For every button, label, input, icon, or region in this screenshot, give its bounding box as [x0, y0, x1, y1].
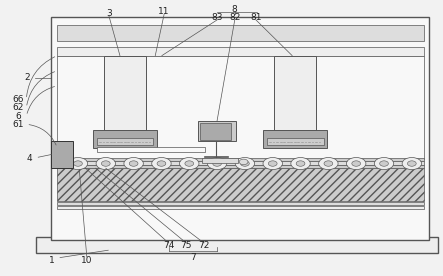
Circle shape [291, 158, 310, 169]
Bar [57, 47, 424, 56]
Text: 66: 66 [12, 95, 24, 104]
Circle shape [408, 161, 416, 166]
Circle shape [239, 159, 248, 165]
Circle shape [152, 158, 171, 169]
Text: 4: 4 [27, 154, 32, 163]
Bar [202, 158, 238, 163]
Text: 62: 62 [13, 103, 24, 112]
Circle shape [207, 158, 227, 169]
Bar [275, 56, 316, 130]
Bar [57, 161, 424, 165]
Text: 7: 7 [190, 253, 196, 262]
Circle shape [157, 161, 166, 166]
Bar [57, 202, 424, 205]
Text: 74: 74 [163, 241, 174, 250]
Text: 81: 81 [250, 13, 262, 22]
Bar [93, 130, 157, 148]
Text: 6: 6 [16, 112, 21, 121]
Bar [57, 206, 424, 209]
Text: 83: 83 [211, 13, 223, 22]
Bar [97, 147, 205, 152]
Bar [57, 168, 424, 201]
Text: 61: 61 [12, 120, 24, 129]
Circle shape [346, 158, 366, 169]
Bar [57, 25, 424, 41]
Circle shape [380, 161, 389, 166]
Circle shape [74, 161, 82, 166]
Circle shape [296, 161, 305, 166]
Circle shape [324, 161, 333, 166]
Bar [105, 56, 147, 130]
Circle shape [235, 158, 255, 169]
Circle shape [179, 158, 199, 169]
Text: 2: 2 [24, 73, 30, 82]
Circle shape [263, 158, 283, 169]
Circle shape [352, 161, 361, 166]
Bar [200, 123, 231, 140]
Bar [264, 130, 327, 148]
Circle shape [185, 161, 194, 166]
Bar [198, 121, 236, 141]
Circle shape [96, 158, 116, 169]
Circle shape [68, 158, 88, 169]
Bar [51, 141, 73, 168]
Bar [36, 237, 438, 253]
Circle shape [319, 158, 338, 169]
Bar [97, 138, 153, 145]
Circle shape [374, 158, 394, 169]
Bar [57, 56, 424, 159]
Text: 82: 82 [229, 13, 241, 22]
Bar [267, 138, 323, 145]
Bar [51, 17, 429, 240]
Circle shape [129, 161, 138, 166]
Circle shape [124, 158, 144, 169]
Text: 75: 75 [180, 241, 192, 250]
Circle shape [241, 161, 249, 166]
Text: 11: 11 [158, 7, 170, 16]
Circle shape [213, 161, 222, 166]
Circle shape [268, 161, 277, 166]
Circle shape [101, 161, 110, 166]
Circle shape [402, 158, 422, 169]
Text: 72: 72 [198, 241, 210, 250]
Text: 8: 8 [232, 5, 237, 14]
Bar [57, 158, 424, 161]
Text: 10: 10 [81, 256, 93, 265]
Text: 3: 3 [106, 9, 112, 18]
Bar [57, 165, 424, 168]
Text: 1: 1 [49, 256, 54, 265]
